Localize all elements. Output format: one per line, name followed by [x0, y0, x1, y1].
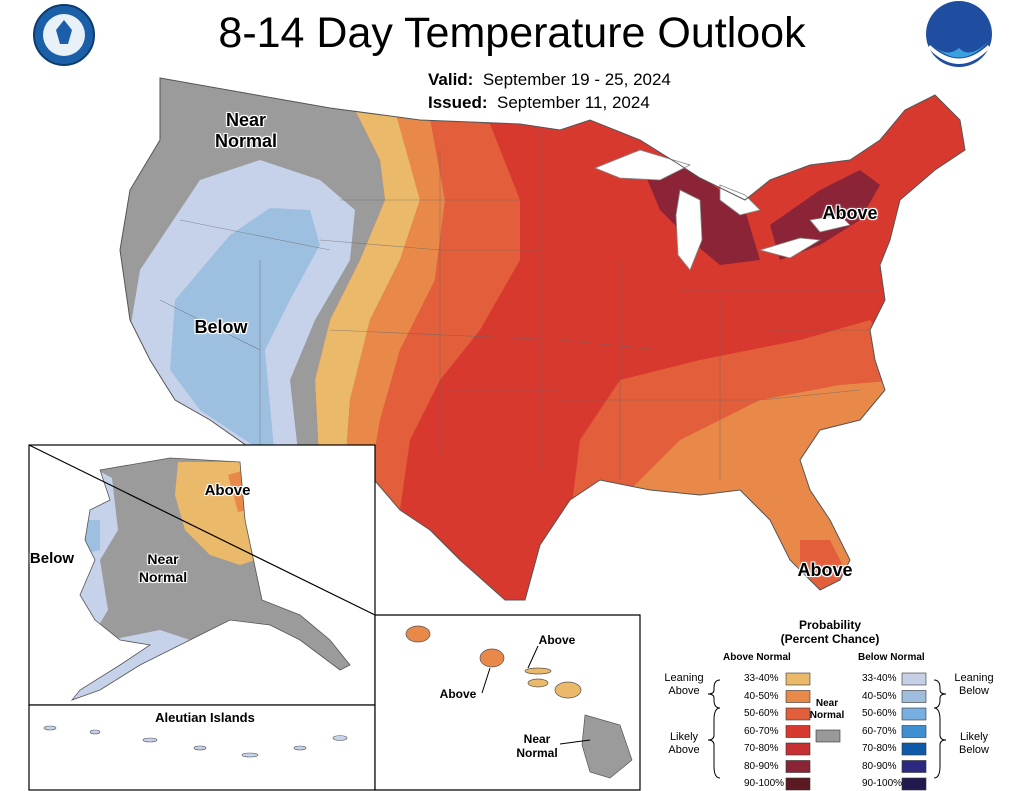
- aleutian-islands: [43, 725, 348, 758]
- legend-above-range: 70-80%: [744, 743, 779, 754]
- noaa-logo-icon: [926, 1, 992, 67]
- legend-swatches: [785, 672, 927, 791]
- hawaii-leaders: [481, 645, 591, 745]
- legend-below-swatch: [901, 742, 927, 756]
- legend-above-range: 60-70%: [744, 725, 779, 737]
- legend-above-range: 40-50%: [744, 690, 779, 702]
- page-title: 8-14 Day Temperature Outlook: [218, 9, 806, 57]
- legend-above-range: 90-100%: [744, 778, 785, 789]
- legend-below-swatch: [901, 777, 927, 791]
- legend-below-range: 33-40%: [862, 673, 897, 684]
- legend-above-swatch: [785, 690, 811, 703]
- legend-likely-above: Likely Above: [668, 731, 700, 756]
- label-above-fl: Above: [797, 560, 853, 580]
- legend-title: Probability (Percent Chance): [780, 618, 880, 646]
- hawaii-inset-frame: [374, 614, 641, 791]
- legend-near-normal: Near Normal: [809, 698, 845, 721]
- label-hi-near-normal: Near Normal: [516, 732, 558, 760]
- great-lakes: [593, 149, 851, 271]
- legend-above-swatch: [785, 777, 811, 791]
- legend-above-swatch: [785, 742, 811, 756]
- label-near-normal-nw: Near Normal: [214, 110, 277, 151]
- legend-below-swatch: [901, 672, 927, 686]
- legend-below-range: 60-70%: [862, 725, 897, 737]
- legend-near-swatch: [815, 729, 841, 743]
- label-ak-below: Below: [29, 550, 75, 567]
- label-ak-above: Above: [204, 482, 251, 499]
- label-hi-above-left: Above: [439, 687, 477, 701]
- hawaii-islands: [405, 625, 633, 779]
- legend-below-swatch: [901, 725, 927, 738]
- label-aleutian: Aleutian Islands: [155, 710, 255, 725]
- legend-above-header: Above Normal: [723, 652, 791, 663]
- valid-dates: Valid: September 19 - 25, 2024: [428, 70, 671, 89]
- label-ak-near-normal: Near Normal: [138, 551, 188, 585]
- legend-below-range: 80-90%: [862, 760, 897, 772]
- label-above-ne: Above: [822, 203, 878, 223]
- legend-below-range: 70-80%: [862, 743, 897, 754]
- label-hi-above-top: Above: [538, 633, 576, 647]
- legend-below-swatch: [901, 690, 927, 703]
- legend-below-swatch: [901, 760, 927, 773]
- legend-below-header: Below Normal: [858, 652, 925, 663]
- label-below-west: Below: [194, 317, 248, 337]
- legend-likely-below: Likely Below: [959, 731, 989, 756]
- legend-above-swatch: [785, 760, 811, 773]
- issued-date: Issued: September 11, 2024: [428, 93, 650, 112]
- legend-above-swatch: [785, 725, 811, 738]
- legend-above-swatch: [785, 672, 811, 686]
- legend-leaning-below: Leaning Below: [954, 672, 994, 697]
- legend-leaning-above: Leaning Above: [664, 672, 704, 697]
- legend-below-range: 50-60%: [862, 708, 897, 719]
- legend-above-range: 33-40%: [744, 673, 779, 684]
- legend-above-range: 80-90%: [744, 760, 779, 772]
- doc-seal-icon: [33, 4, 95, 66]
- legend-braces: [707, 679, 947, 779]
- state-lines: [159, 130, 880, 480]
- legend-below-range: 40-50%: [862, 690, 897, 702]
- legend-above-range: 50-60%: [744, 708, 779, 719]
- legend-above-swatch: [785, 707, 811, 721]
- legend-below-range: 90-100%: [862, 778, 903, 789]
- legend-below-swatch: [901, 707, 927, 721]
